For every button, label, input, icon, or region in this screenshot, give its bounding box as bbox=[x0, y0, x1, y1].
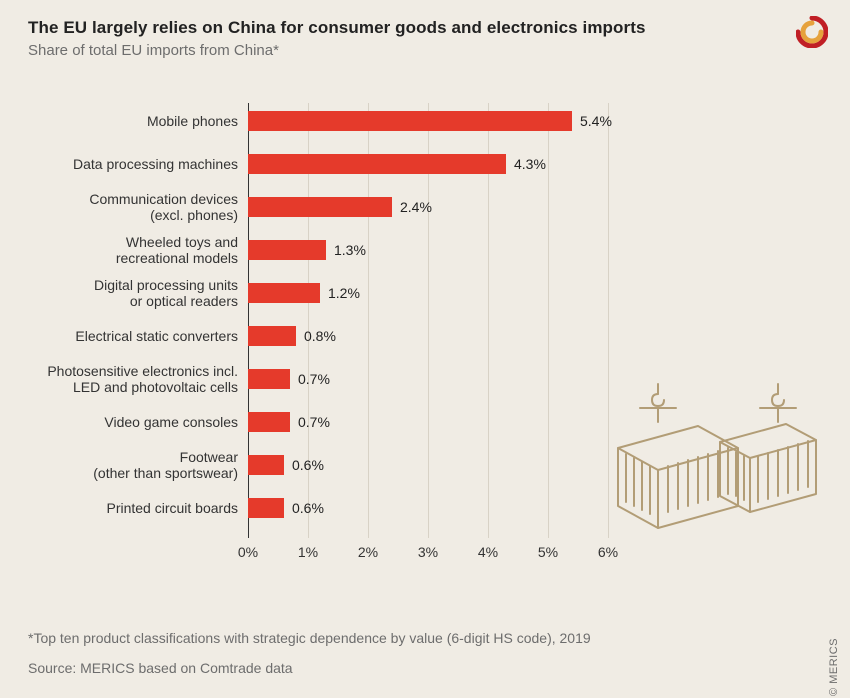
bar-row: Photosensitive electronics incl.LED and … bbox=[248, 366, 608, 392]
bar bbox=[248, 197, 392, 217]
category-label: Data processing machines bbox=[28, 156, 238, 172]
bar bbox=[248, 498, 284, 518]
bar-value-label: 0.7% bbox=[298, 371, 330, 387]
x-tick-label: 3% bbox=[418, 544, 438, 560]
header: The EU largely relies on China for consu… bbox=[28, 18, 790, 59]
bar bbox=[248, 240, 326, 260]
bar bbox=[248, 154, 506, 174]
bar-row: Video game consoles0.7% bbox=[248, 409, 608, 435]
category-label: Photosensitive electronics incl.LED and … bbox=[28, 363, 238, 395]
bar-row: Printed circuit boards0.6% bbox=[248, 495, 608, 521]
bar-value-label: 1.3% bbox=[334, 242, 366, 258]
bar bbox=[248, 412, 290, 432]
bar bbox=[248, 455, 284, 475]
category-label: Mobile phones bbox=[28, 113, 238, 129]
copyright: © MERICS bbox=[828, 638, 840, 696]
bar bbox=[248, 326, 296, 346]
bar-value-label: 0.7% bbox=[298, 414, 330, 430]
category-label: Printed circuit boards bbox=[28, 500, 238, 516]
category-label: Video game consoles bbox=[28, 414, 238, 430]
bar-row: Communication devices(excl. phones)2.4% bbox=[248, 194, 608, 220]
x-tick-label: 6% bbox=[598, 544, 618, 560]
chart-subtitle: Share of total EU imports from China* bbox=[28, 42, 790, 59]
x-tick-label: 0% bbox=[238, 544, 258, 560]
x-tick-label: 5% bbox=[538, 544, 558, 560]
footer: *Top ten product classifications with st… bbox=[28, 630, 591, 676]
category-label: Digital processing unitsor optical reade… bbox=[28, 277, 238, 309]
bar-row: Mobile phones5.4% bbox=[248, 108, 608, 134]
bar bbox=[248, 369, 290, 389]
bar bbox=[248, 111, 572, 131]
bar bbox=[248, 283, 320, 303]
chart-title: The EU largely relies on China for consu… bbox=[28, 18, 790, 38]
bar-value-label: 4.3% bbox=[514, 156, 546, 172]
category-label: Wheeled toys andrecreational models bbox=[28, 234, 238, 266]
bar-value-label: 5.4% bbox=[580, 113, 612, 129]
category-label: Communication devices(excl. phones) bbox=[28, 191, 238, 223]
infographic-canvas: The EU largely relies on China for consu… bbox=[0, 0, 850, 698]
x-tick-label: 2% bbox=[358, 544, 378, 560]
bar-chart: 0%1%2%3%4%5%6%Mobile phones5.4%Data proc… bbox=[28, 98, 628, 578]
bar-value-label: 0.6% bbox=[292, 500, 324, 516]
x-tick-label: 1% bbox=[298, 544, 318, 560]
category-label: Electrical static converters bbox=[28, 328, 238, 344]
bar-row: Wheeled toys andrecreational models1.3% bbox=[248, 237, 608, 263]
x-tick-label: 4% bbox=[478, 544, 498, 560]
bar-row: Footwear(other than sportswear)0.6% bbox=[248, 452, 608, 478]
merics-logo-icon bbox=[796, 16, 828, 48]
source-line: Source: MERICS based on Comtrade data bbox=[28, 660, 591, 676]
bar-value-label: 2.4% bbox=[400, 199, 432, 215]
category-label: Footwear(other than sportswear) bbox=[28, 449, 238, 481]
bar-row: Digital processing unitsor optical reade… bbox=[248, 280, 608, 306]
bar-row: Electrical static converters0.8% bbox=[248, 323, 608, 349]
footnote: *Top ten product classifications with st… bbox=[28, 630, 591, 646]
bar-value-label: 0.8% bbox=[304, 328, 336, 344]
plot-area: 0%1%2%3%4%5%6%Mobile phones5.4%Data proc… bbox=[248, 98, 608, 538]
bar-value-label: 0.6% bbox=[292, 457, 324, 473]
shipping-container-icon bbox=[610, 378, 820, 538]
bar-value-label: 1.2% bbox=[328, 285, 360, 301]
bar-row: Data processing machines4.3% bbox=[248, 151, 608, 177]
gridline bbox=[608, 103, 609, 538]
